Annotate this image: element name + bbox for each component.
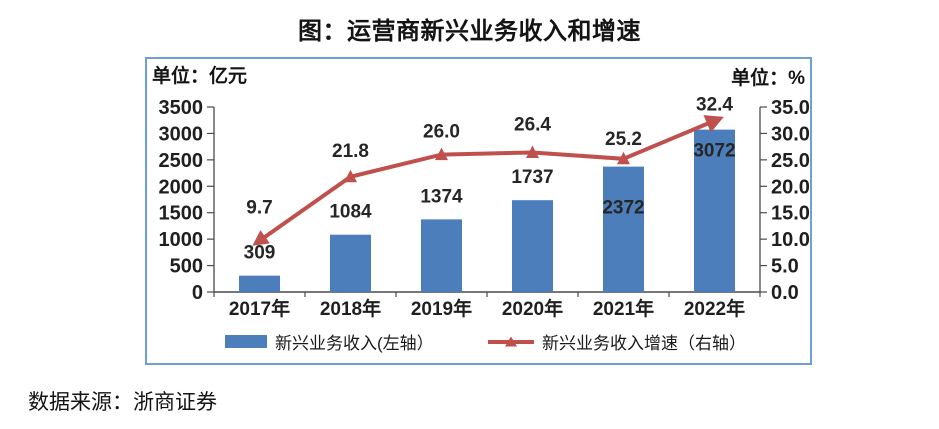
bar-value-label: 2372 (602, 198, 644, 219)
left-axis-tick-label: 2000 (159, 176, 204, 198)
left-axis-unit-label: 单位：亿元 (152, 66, 248, 87)
data-source: 数据来源：浙商证券 (28, 391, 217, 414)
line-value-label: 25.2 (605, 129, 642, 150)
plot-area: 0 500 1000 1500 2000 2500 3000 3500 0.0 5.0 10.0 15… (159, 95, 810, 320)
bar (512, 200, 553, 292)
chart-container: 单位：亿元 单位：% 0 500 1000 1500 2000 2500 3000 3500 0… (145, 57, 812, 365)
line-marker (526, 145, 539, 158)
left-axis-tick-label: 1500 (159, 203, 204, 225)
right-axis-tick-label: 35.0 (771, 97, 810, 119)
right-axis-tick-label: 10.0 (771, 229, 810, 251)
line-marker (344, 169, 357, 183)
line-marker (617, 151, 630, 165)
left-axis-tick-label: 3000 (159, 123, 204, 145)
category-label: 2021年 (593, 297, 654, 320)
bar (694, 129, 735, 292)
left-axis-tick-label: 0 (192, 282, 203, 304)
left-axis-tick-label: 2500 (159, 150, 204, 172)
legend-item-growth: 新兴业务收入增速（右轴） (488, 329, 746, 354)
bar-value-label: 1737 (511, 167, 553, 188)
category-label: 2022年 (684, 297, 745, 320)
legend-line-swatch-line (488, 336, 534, 346)
legend-line-swatch-triangle (505, 336, 517, 346)
bar (603, 166, 644, 292)
line-value-label: 26.4 (514, 114, 551, 135)
legend-item-revenue: 新兴业务收入(左轴） (225, 329, 434, 354)
line-marker (435, 147, 448, 161)
legend-line-label: 新兴业务收入增速（右轴） (542, 334, 746, 353)
category-label: 2018年 (320, 297, 381, 320)
right-axis-tick-label: 25.0 (771, 150, 810, 172)
right-axis-tick-label: 30.0 (771, 123, 810, 145)
line-marker (252, 230, 270, 246)
right-axis-tick-label: 20.0 (771, 176, 810, 198)
right-axis-tick-label: 0.0 (771, 282, 799, 304)
bar (330, 234, 371, 292)
category-label: 2019年 (411, 297, 472, 320)
bar-value-label: 309 (244, 243, 276, 264)
bar-value-label: 3072 (693, 141, 735, 162)
legend-bar-swatch (225, 335, 267, 348)
right-axis-unit-label: 单位：% (731, 68, 805, 89)
bar-value-label: 1374 (420, 186, 463, 207)
left-axis-tick-label: 1000 (159, 229, 204, 251)
trend-line (258, 118, 716, 243)
legend-bar-label: 新兴业务收入(左轴） (275, 334, 434, 353)
left-axis-tick-label: 3500 (159, 97, 204, 119)
bar-value-label: 1084 (329, 202, 372, 223)
line-marker (703, 115, 724, 133)
category-label: 2020年 (502, 297, 563, 320)
bar (421, 219, 462, 292)
line-value-label: 9.7 (246, 198, 272, 219)
chart-title: 图：运营商新兴业务收入和增速 (298, 18, 641, 45)
right-axis-tick-label: 5.0 (771, 256, 799, 278)
bar (239, 275, 280, 292)
line-value-label: 26.0 (423, 122, 460, 143)
line-value-label: 21.8 (332, 141, 369, 162)
left-axis-tick-label: 500 (170, 256, 203, 278)
line-value-label: 32.4 (696, 95, 733, 116)
category-label: 2017年 (229, 297, 290, 320)
right-axis-tick-label: 15.0 (771, 203, 810, 225)
